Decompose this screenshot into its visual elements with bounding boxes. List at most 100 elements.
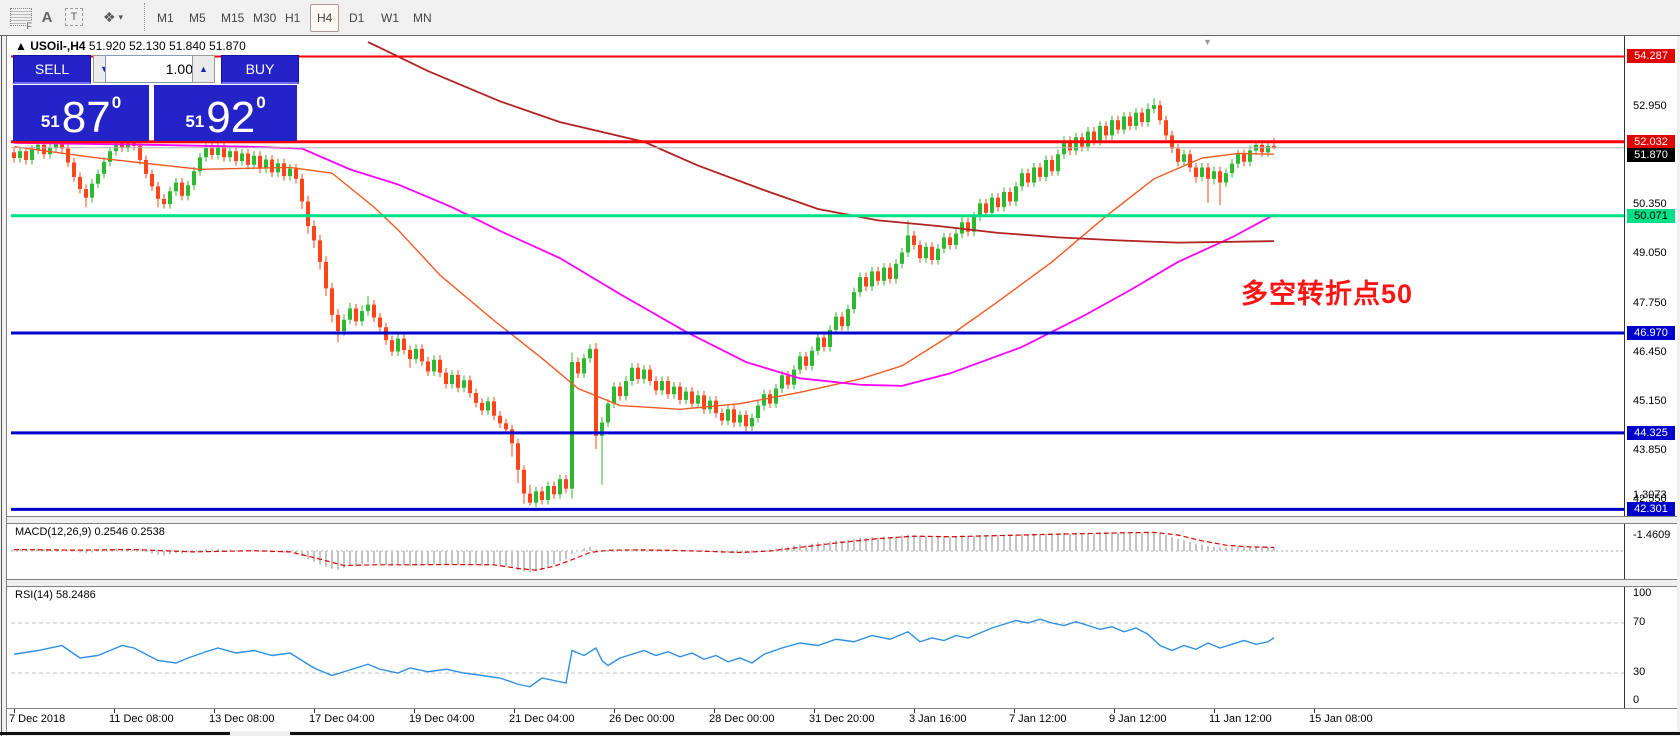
time-axis-tick [514, 709, 515, 713]
time-axis-label: 11 Dec 08:00 [109, 713, 174, 725]
price-tick-label: 43.850 [1633, 443, 1667, 456]
time-axis-label: 21 Dec 04:00 [509, 713, 575, 725]
toolbar-separator [144, 3, 146, 31]
volume-increase-button[interactable]: ▲ [192, 55, 215, 83]
time-axis-label: 9 Jan 12:00 [1109, 713, 1167, 725]
buy-price-big: 92 [206, 93, 256, 143]
price-tick-label: 47.750 [1633, 296, 1667, 309]
chart-shift-marker-icon[interactable]: ▼ [1203, 37, 1212, 47]
time-axis-tick [814, 709, 815, 713]
macd-indicator [11, 531, 1624, 573]
price-level-badge: 42.301 [1627, 502, 1675, 516]
time-axis-tick [414, 709, 415, 713]
grid-f-icon: F [10, 8, 33, 31]
bottom-bar-left [0, 732, 230, 735]
time-axis-label: 19 Dec 04:00 [409, 713, 475, 725]
price-axis[interactable]: 54.287 52.032 51.870 50.071 46.970 44.325 42.3… [1625, 36, 1677, 730]
toolbar: F A T ❖ ▾ M1 M5 M15 M30 H1 H4 D1 W1 MN [0, 0, 1680, 36]
volume-input[interactable] [105, 55, 200, 83]
text-t-icon: T [65, 8, 83, 26]
sell-price-display[interactable]: 51 87 0 [13, 85, 149, 141]
ma-mid-line [13, 141, 1275, 387]
timeframe-button-W1[interactable]: W1 [381, 11, 399, 25]
timeframe-button-MN[interactable]: MN [413, 11, 432, 25]
chart-canvas[interactable] [7, 36, 1677, 730]
timeframe-button-M30[interactable]: M30 [253, 11, 277, 25]
ma-slow-line [367, 41, 1275, 244]
main-macd-separator[interactable] [7, 516, 1677, 524]
time-axis[interactable]: 7 Dec 2018 11 Dec 08:00 13 Dec 08:00 17 Dec… [7, 708, 1677, 731]
buy-button[interactable]: BUY [221, 55, 299, 84]
rsi-axis-label: 70 [1633, 616, 1646, 628]
timeframe-button-H4[interactable]: H4 [310, 4, 340, 32]
price-tick-label: 52.950 [1633, 100, 1667, 112]
price-level-badge: 54.287 [1627, 49, 1675, 64]
rsi-axis-label: 0 [1633, 694, 1640, 706]
time-axis-label: 7 Dec 2018 [9, 713, 66, 725]
macd-rsi-separator[interactable] [7, 579, 1677, 587]
macd-signal-line [13, 531, 1275, 571]
sell-price-big: 87 [61, 93, 111, 143]
time-axis-label: 28 Dec 00:00 [709, 713, 775, 725]
one-click-trade-panel: SELL ▼ ▲ BUY 51 87 0 51 92 0 [13, 55, 299, 141]
shapes-icon: ❖ [102, 8, 116, 25]
sell-button[interactable]: SELL [13, 55, 91, 84]
price-tick-label: 46.450 [1633, 345, 1667, 358]
price-level-badge: 52.032 [1627, 134, 1675, 149]
time-axis-tick [314, 709, 315, 713]
time-axis-tick [1314, 709, 1315, 713]
time-axis-tick [614, 709, 615, 713]
timeframe-button-M1[interactable]: M1 [157, 11, 174, 25]
font-a-icon: A [41, 8, 53, 26]
font-tool-button[interactable]: A [36, 4, 58, 30]
bottom-bar-right [290, 732, 1680, 735]
rsi-line [13, 618, 1275, 688]
time-axis-tick [1114, 709, 1115, 713]
time-axis-tick [1014, 709, 1015, 713]
price-tick-label: 45.150 [1633, 394, 1667, 407]
time-axis-tick [214, 709, 215, 713]
time-axis-label: 15 Jan 08:00 [1309, 713, 1373, 725]
chart-annotation-text[interactable]: 多空转折点50 [1241, 279, 1414, 309]
symbol-timeframe-label: USOil-,H4 [30, 39, 86, 53]
ohlc-values: 51.920 52.130 51.840 51.870 [88, 39, 246, 53]
time-axis-tick [914, 709, 915, 713]
macd-axis-label: -1.4609 [1633, 529, 1671, 542]
buy-price-display[interactable]: 51 92 0 [154, 85, 297, 141]
time-axis-label: 13 Dec 08:00 [209, 713, 275, 725]
rsi-axis-label: 100 [1633, 587, 1652, 599]
time-axis-tick [1214, 709, 1215, 713]
price-level-badge: 44.325 [1627, 425, 1675, 440]
rsi-axis-label: 30 [1633, 666, 1646, 678]
shapes-tool-button[interactable]: ❖ ▾ [92, 4, 134, 30]
timeframe-button-M5[interactable]: M5 [189, 11, 206, 25]
time-axis-label: 11 Jan 12:00 [1209, 713, 1272, 725]
candlestick-series [12, 98, 1276, 508]
timeframe-button-H1[interactable]: H1 [285, 11, 301, 25]
time-axis-tick [14, 709, 15, 713]
indicator-grid-tool-button[interactable]: F [6, 4, 36, 31]
timeframe-button-D1[interactable]: D1 [349, 11, 365, 25]
chevron-down-icon: ▾ [118, 11, 124, 22]
text-label-tool-button[interactable]: T [62, 4, 86, 30]
chart-title: ▲ USOil-,H4 51.920 52.130 51.840 51.870 [15, 39, 246, 53]
time-axis-tick [114, 709, 115, 713]
time-axis-label: 31 Dec 20:00 [809, 713, 875, 725]
buy-price-prefix: 51 [185, 112, 205, 131]
time-axis-label: 3 Jan 16:00 [909, 713, 967, 725]
time-axis-label: 26 Dec 00:00 [609, 713, 675, 725]
price-level-badge: 51.870 [1627, 147, 1675, 162]
rsi-label: RSI(14) 58.2486 [15, 589, 96, 601]
sell-price-sup: 0 [111, 93, 122, 112]
time-axis-tick [714, 709, 715, 713]
price-tick-label: 49.050 [1633, 247, 1667, 260]
timeframe-button-M15[interactable]: M15 [221, 11, 245, 25]
sell-price-prefix: 51 [40, 112, 60, 131]
chart-window: ▲ USOil-,H4 51.920 52.130 51.840 51.870 … [6, 36, 1677, 731]
collapse-triangle-icon[interactable]: ▲ [15, 39, 27, 53]
price-level-badge: 50.071 [1627, 208, 1675, 223]
time-axis-label: 17 Dec 04:00 [309, 713, 375, 725]
macd-axis-label: 1.3073 [1633, 489, 1667, 501]
rsi-indicator [11, 618, 1624, 688]
macd-label: MACD(12,26,9) 0.2546 0.2538 [15, 526, 165, 538]
